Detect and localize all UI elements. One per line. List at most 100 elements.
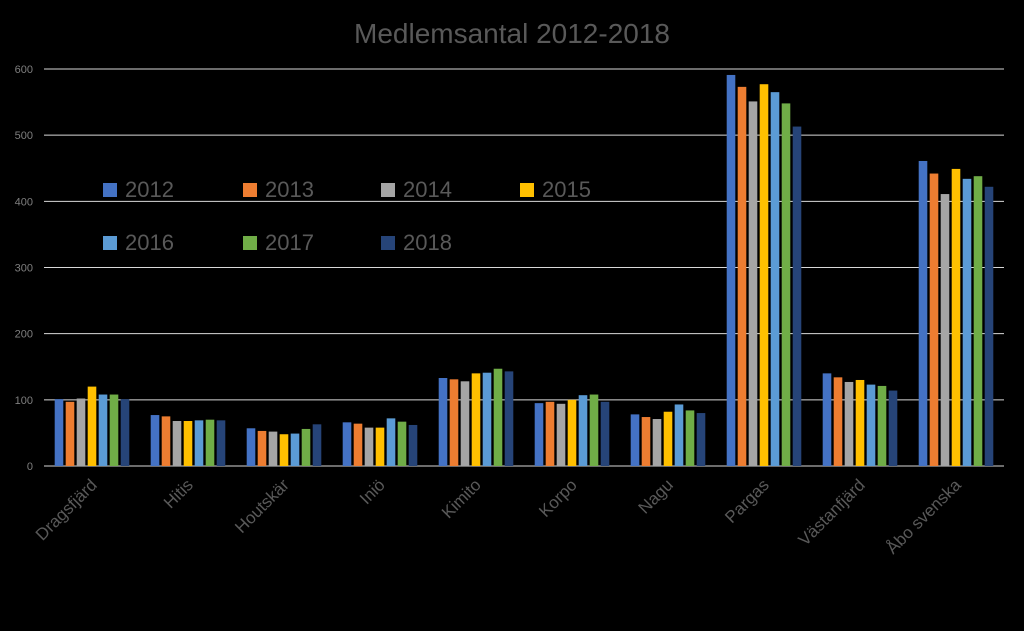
x-tick-label: Nagu — [635, 475, 677, 517]
bar-2013 — [641, 417, 651, 466]
bar-2016 — [866, 384, 876, 466]
bar-2016 — [290, 433, 300, 466]
legend-item-2017: 2017 — [243, 228, 314, 258]
gridlines — [44, 68, 1004, 467]
bar-2017 — [877, 385, 887, 466]
bar-2013 — [353, 423, 363, 466]
x-axis-ticks: Dragsfjärd Hitis Houtskär Iniö Kimito Korpo Na… — [32, 475, 965, 558]
bar-2018 — [696, 413, 706, 466]
bar-2014 — [748, 101, 758, 467]
bar-2012 — [438, 377, 448, 466]
legend-swatch — [243, 183, 257, 197]
x-tick-label: Hitis — [160, 475, 197, 512]
legend-swatch — [243, 236, 257, 250]
bar-2012 — [918, 160, 928, 466]
legend-label: 2013 — [265, 177, 314, 202]
bar-2014 — [844, 381, 854, 466]
legend-swatch — [381, 236, 395, 250]
bar-2015 — [951, 168, 961, 466]
bar-2012 — [630, 414, 640, 466]
legend-swatch — [103, 183, 117, 197]
bar-2016 — [386, 418, 396, 466]
x-tick-label: Houtskär — [231, 475, 293, 537]
bar-2012 — [822, 373, 832, 466]
bar-2018 — [408, 424, 418, 466]
bar-2017 — [301, 428, 311, 466]
bar-2015 — [375, 427, 385, 466]
x-tick-label: Dragsfjärd — [32, 475, 101, 544]
legend-item-2015: 2015 — [520, 175, 591, 205]
legend-label: 2018 — [403, 230, 452, 255]
bar-2017 — [397, 421, 407, 466]
legend-label: 2014 — [403, 177, 452, 202]
bar-2017 — [493, 368, 503, 466]
bar-2018 — [504, 371, 514, 466]
bar-2018 — [312, 424, 322, 466]
bar-2016 — [98, 394, 108, 466]
bar-2014 — [556, 403, 566, 466]
chart-title: Medlemsantal 2012-2018 — [354, 18, 670, 49]
bar-2012 — [342, 422, 352, 466]
legend-item-2012: 2012 — [103, 175, 174, 205]
bar-2015 — [471, 373, 481, 466]
y-tick-label: 200 — [15, 329, 33, 341]
bar-2017 — [205, 419, 215, 466]
bar-2013 — [545, 401, 555, 466]
bar-2015 — [87, 386, 97, 466]
bar-2017 — [109, 394, 119, 466]
bar-2012 — [726, 74, 736, 466]
bar-2012 — [54, 399, 64, 466]
x-tick-label: Korpo — [535, 475, 581, 521]
bar-2018 — [888, 390, 898, 466]
y-tick-label: 100 — [15, 395, 33, 407]
bar-2013 — [161, 416, 171, 466]
x-tick-label: Åbo svenska — [883, 475, 966, 558]
y-tick-label: 600 — [15, 64, 33, 76]
legend-swatch — [103, 236, 117, 250]
bar-2015 — [759, 84, 769, 467]
legend-label: 2016 — [125, 230, 174, 255]
bar-2012 — [246, 428, 256, 466]
bar-2016 — [770, 92, 780, 467]
bar-2015 — [279, 434, 289, 466]
bar-2014 — [364, 427, 374, 466]
bar-2017 — [973, 176, 983, 466]
legend-label: 2017 — [265, 230, 314, 255]
x-tick-label: Pargas — [721, 475, 773, 527]
bar-2016 — [194, 420, 204, 466]
bar-2016 — [962, 178, 972, 466]
bar-2013 — [449, 379, 459, 466]
bar-2014 — [940, 194, 950, 466]
bar-2015 — [855, 379, 865, 466]
bar-2014 — [652, 419, 662, 466]
bar-2014 — [172, 421, 182, 466]
bar-2018 — [216, 420, 226, 466]
legend-label: 2012 — [125, 177, 174, 202]
y-tick-label: 500 — [15, 130, 33, 142]
bar-2018 — [600, 401, 610, 466]
y-tick-label: 300 — [15, 263, 33, 275]
bar-2016 — [482, 372, 492, 466]
bar-2013 — [737, 86, 747, 467]
y-axis-ticks: 0 100 200 300 400 500 600 — [15, 64, 33, 473]
legend-item-2016: 2016 — [103, 228, 174, 258]
bar-2012 — [150, 415, 160, 466]
x-tick-label: Västanfjärd — [795, 475, 869, 549]
bar-2017 — [589, 394, 599, 466]
bar-2017 — [685, 410, 695, 466]
bars — [54, 74, 994, 467]
bar-2017 — [781, 103, 791, 466]
bar-2013 — [929, 173, 939, 466]
bar-2018 — [984, 186, 994, 466]
bar-2013 — [833, 377, 843, 466]
bar-2012 — [534, 403, 544, 466]
x-tick-label: Iniö — [356, 475, 389, 508]
bar-2015 — [567, 399, 577, 466]
y-tick-label: 0 — [27, 461, 33, 473]
bar-2014 — [76, 398, 86, 466]
y-tick-label: 400 — [15, 196, 33, 208]
bar-2013 — [257, 430, 267, 466]
legend-item-2013: 2013 — [243, 175, 314, 205]
x-tick-label: Kimito — [438, 475, 485, 522]
